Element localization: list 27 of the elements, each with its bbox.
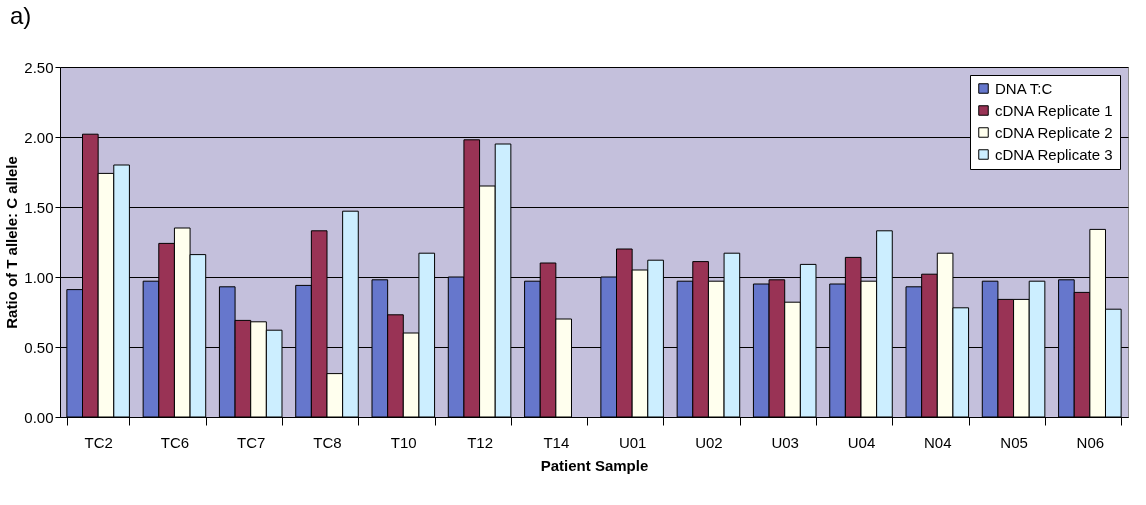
x-tick-label: U02	[695, 433, 723, 451]
x-tick-label: TC6	[160, 433, 190, 451]
legend-label: cDNA Replicate 1	[995, 101, 1113, 119]
legend-label: cDNA Replicate 3	[995, 145, 1113, 163]
y-axis-title: Ratio of T allele: C allele	[3, 156, 21, 329]
x-tick-label: U04	[847, 433, 876, 451]
legend-label: DNA T:C	[995, 79, 1053, 97]
y-tick-label: 1.50	[24, 198, 54, 216]
x-tick-label: U01	[618, 433, 647, 451]
x-tick-label: TC2	[84, 433, 113, 451]
x-tick-label: U03	[771, 433, 799, 451]
x-tick-label: T12	[467, 433, 493, 451]
x-tick-label: N04	[924, 433, 952, 451]
y-tick-label: 2.00	[24, 128, 54, 146]
text: a)	[10, 2, 32, 30]
y-tick-label: 2.50	[24, 58, 54, 76]
y-tick-label: 0.50	[24, 338, 54, 356]
x-tick-label: TC8	[313, 433, 342, 451]
y-tick-label: 0.00	[24, 408, 54, 426]
x-tick-label: N06	[1076, 433, 1105, 451]
x-tick-label: N05	[1000, 433, 1028, 451]
x-tick-label: T10	[390, 433, 417, 451]
x-axis-title: Patient Sample	[540, 456, 649, 474]
y-tick-label: 1.00	[24, 268, 54, 286]
x-tick-label: T14	[543, 433, 570, 451]
x-tick-label: TC7	[237, 433, 266, 451]
legend-label: cDNA Replicate 2	[995, 123, 1113, 141]
